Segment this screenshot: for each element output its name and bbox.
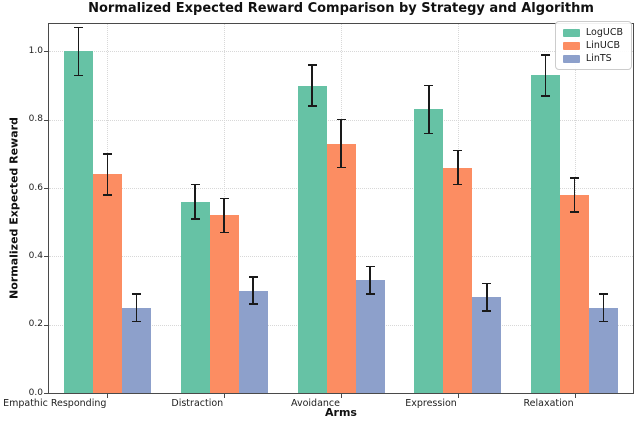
error-bar-cap	[599, 293, 609, 295]
error-bar	[602, 293, 605, 322]
error-bar	[252, 276, 254, 305]
error-bar	[573, 177, 576, 212]
bar-linucb	[443, 167, 473, 393]
bar-linucb	[209, 215, 239, 393]
x-tick	[574, 394, 576, 398]
error-bar-cap	[131, 320, 141, 322]
y-tick	[44, 256, 48, 258]
x-tick-label: Relaxation	[523, 398, 574, 409]
x-tick	[341, 394, 342, 398]
error-bar-cap	[453, 183, 463, 186]
bar-linucb	[92, 174, 122, 393]
error-bar-cap	[219, 231, 229, 234]
legend-swatch-logucb	[562, 28, 580, 37]
error-bar-cap	[541, 54, 551, 56]
error-bar	[194, 184, 196, 219]
error-bar-cap	[102, 194, 112, 196]
error-bar-cap	[336, 166, 346, 169]
error-bar-cap	[248, 303, 258, 305]
legend-entry: LogUCB	[562, 26, 623, 39]
error-bar-cap	[599, 320, 609, 322]
error-bar-cap	[248, 276, 258, 278]
x-tick-label: Avoidance	[291, 398, 340, 409]
x-tick-label: Empathic Responding	[3, 398, 107, 409]
error-bar-cap	[570, 177, 580, 179]
error-bar	[311, 65, 313, 106]
error-bar-cap	[541, 95, 551, 97]
error-bar	[544, 54, 547, 96]
y-tick	[44, 324, 48, 326]
error-bar-cap	[73, 26, 83, 29]
legend-label: LinUCB	[585, 40, 620, 51]
legend: LogUCB LinUCB LinTS	[554, 21, 632, 70]
error-bar-cap	[424, 84, 434, 87]
x-tick-label: Expression	[405, 398, 457, 409]
plot-area: 0.0 0.2 0.4 0.6 0.8 1.0 Empathic Responding Dis…	[3, 23, 634, 409]
y-axis-label: Normalized Expected Reward	[7, 117, 21, 299]
error-bar-cap	[482, 310, 492, 312]
bar-lints	[472, 297, 502, 393]
y-tick	[44, 51, 48, 53]
chart-title: Normalized Expected Reward Comparison by…	[88, 1, 594, 16]
error-bar	[340, 119, 342, 168]
bar-logucb	[180, 201, 210, 393]
error-bar-cap	[73, 74, 83, 76]
bar-lints	[355, 280, 385, 393]
x-tick	[457, 394, 459, 398]
bar-logucb	[531, 75, 561, 393]
bar-logucb	[414, 109, 444, 393]
error-bar-cap	[336, 118, 346, 121]
error-bar-cap	[424, 132, 434, 135]
legend-swatch-lints	[562, 54, 580, 63]
legend-swatch-linucb	[562, 41, 580, 50]
error-bar-cap	[307, 64, 317, 66]
legend-entry: LinUCB	[562, 39, 623, 52]
legend-label: LogUCB	[585, 27, 623, 38]
error-bar	[135, 293, 138, 322]
bar-logucb	[63, 51, 93, 393]
error-bar-cap	[102, 153, 112, 155]
x-axis-label: Arms	[325, 406, 357, 419]
x-tick	[107, 394, 109, 398]
error-bar	[486, 283, 488, 311]
bar-linucb	[326, 143, 356, 393]
y-tick	[44, 119, 48, 121]
legend-label: LinTS	[585, 53, 612, 64]
x-tick-label: Distraction	[171, 398, 224, 409]
y-tick-label: 0.6	[28, 182, 43, 193]
legend-entry: LinTS	[562, 52, 623, 65]
error-bar	[428, 85, 430, 134]
error-bar-cap	[190, 183, 200, 186]
error-bar	[369, 266, 371, 294]
error-bar-cap	[131, 293, 141, 295]
error-bar-cap	[190, 218, 200, 220]
error-bar-cap	[453, 149, 463, 152]
error-bar-cap	[307, 105, 317, 107]
y-tick-label: 0.2	[28, 319, 43, 330]
y-tick	[44, 188, 48, 189]
y-tick-label: 1.0	[28, 45, 43, 56]
error-bar	[223, 198, 225, 233]
error-bar	[106, 153, 109, 195]
error-bar-cap	[482, 282, 492, 285]
bar-logucb	[297, 85, 327, 393]
y-tick-label: 0.4	[28, 250, 43, 261]
error-bar-cap	[365, 293, 375, 295]
bar-linucb	[560, 194, 590, 393]
error-bar-cap	[570, 211, 580, 213]
error-bar	[457, 150, 459, 185]
bar-lints	[238, 290, 268, 393]
error-bar	[77, 27, 80, 76]
y-tick-label: 0.0	[28, 387, 43, 398]
y-tick-label: 0.8	[28, 114, 43, 125]
error-bar-cap	[219, 197, 229, 199]
x-tick	[224, 394, 226, 398]
error-bar-cap	[365, 265, 375, 268]
y-tick	[44, 393, 48, 394]
